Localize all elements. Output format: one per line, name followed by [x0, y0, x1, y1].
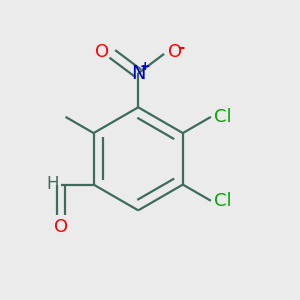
Text: +: + — [140, 60, 150, 73]
Text: O: O — [54, 218, 68, 236]
Text: Cl: Cl — [214, 108, 232, 126]
Text: Cl: Cl — [214, 192, 232, 210]
Text: O: O — [95, 44, 109, 62]
Text: N: N — [131, 64, 146, 83]
Text: H: H — [46, 175, 59, 193]
Text: -: - — [178, 40, 184, 55]
Text: O: O — [168, 44, 182, 62]
